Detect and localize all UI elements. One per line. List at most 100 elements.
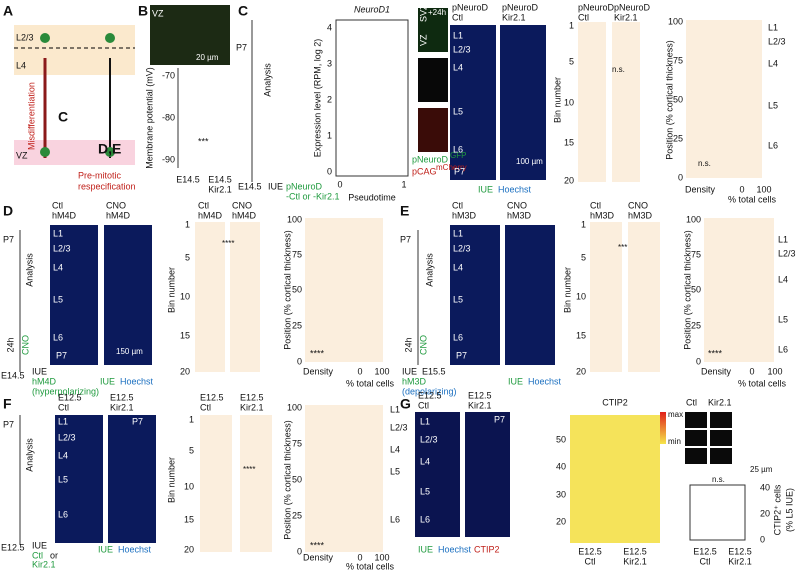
label: Position (% cortical thickness) — [682, 230, 692, 350]
label: L1 — [453, 228, 463, 238]
label: Ctl — [418, 400, 429, 410]
label: P7 — [3, 419, 14, 429]
bin-column — [230, 222, 260, 372]
label: pNeuroD — [502, 2, 539, 12]
bin-column — [240, 415, 272, 552]
label: 15 — [564, 137, 574, 147]
neuron — [105, 33, 115, 43]
label: Bin number — [166, 457, 176, 503]
label: 20 — [180, 366, 190, 376]
label: 15 — [180, 330, 190, 340]
label: GFP — [450, 151, 466, 160]
label: 20 µm — [196, 53, 219, 62]
label: hM4D — [32, 376, 57, 386]
label: E12.5 — [110, 392, 134, 402]
label: Ctl — [590, 200, 601, 210]
label: 100 — [287, 402, 302, 412]
panel-image — [465, 412, 510, 537]
label: VZ — [418, 34, 428, 46]
label: 100 µm — [516, 157, 543, 166]
label: Pre-mitotic — [78, 170, 122, 180]
label: 1 — [569, 20, 574, 30]
label: 20 — [184, 544, 194, 554]
bin-column — [200, 415, 232, 552]
label: 0 — [297, 546, 302, 556]
label: L1 — [58, 416, 68, 426]
label: Position (% cortical thickness) — [282, 420, 292, 540]
label: 1 — [189, 414, 194, 424]
label: -70 — [162, 70, 175, 80]
label: L6 — [390, 514, 400, 524]
label: Membrane potential (mV) — [144, 67, 154, 169]
label: L2/3 — [453, 243, 471, 253]
label: **** — [310, 348, 325, 358]
label: hM3D — [452, 210, 477, 220]
bin-column — [578, 22, 606, 182]
label: mCherry — [436, 163, 467, 172]
label: 50 — [691, 284, 701, 294]
label: E12.5 — [418, 390, 442, 400]
label: 5 — [581, 252, 586, 262]
label: E12.5 — [728, 546, 752, 556]
neuron — [105, 147, 115, 157]
density-area — [704, 218, 774, 362]
label: E15.5 — [422, 366, 446, 376]
label: 3 — [327, 58, 332, 68]
density-area — [305, 405, 383, 552]
colorbar — [660, 412, 666, 444]
label: 100 — [668, 16, 683, 26]
label: E12.5 — [468, 390, 492, 400]
label: 100 — [374, 366, 389, 376]
label: L5 — [453, 106, 463, 116]
panel-letter: D,E — [98, 141, 121, 157]
label: Expression level (RPM, log 2) — [312, 39, 322, 158]
label: IUE — [508, 376, 523, 386]
label: 75 — [292, 249, 302, 259]
label: 10 — [576, 291, 586, 301]
label: pNeuroD — [452, 2, 489, 12]
label: 0 — [749, 366, 754, 376]
label: 15 — [576, 330, 586, 340]
label: L4 — [16, 60, 26, 70]
label: Analysis — [424, 253, 434, 287]
label: L6 — [453, 144, 463, 154]
label: L4 — [53, 262, 63, 272]
bin-column — [612, 22, 640, 182]
label: **** — [222, 239, 234, 248]
label: CNO — [20, 335, 30, 355]
panel-image — [710, 448, 732, 464]
panel-image — [685, 448, 707, 464]
label: E12.5 — [240, 392, 264, 402]
label: pNeuroD — [578, 2, 615, 12]
label: Pseudotime — [348, 192, 396, 202]
label: L2/3 — [420, 434, 438, 444]
panel-image — [500, 25, 546, 180]
label: SVZ — [418, 4, 428, 22]
label: L5 — [768, 100, 778, 110]
label: (hyperpolarizing) — [32, 386, 99, 396]
label: CNO — [418, 335, 428, 355]
label: (depolarizing) — [402, 386, 457, 396]
panel-image — [150, 5, 230, 65]
label: Position (% cortical thickness) — [664, 40, 674, 160]
label: L6 — [768, 140, 778, 150]
label: L5 — [420, 486, 430, 496]
label: E14.5 — [238, 181, 262, 191]
label: n.s. — [712, 475, 725, 484]
label: P7 — [56, 350, 67, 360]
bar-area — [689, 484, 746, 541]
label: 75 — [691, 249, 701, 259]
label: 20 — [760, 508, 770, 518]
label: CTIP2 — [474, 544, 500, 554]
label: Hoechst — [120, 376, 154, 386]
label: P7 — [236, 42, 247, 52]
label: L2/3 — [58, 432, 76, 442]
label: Ctl — [452, 12, 463, 22]
label: 5 — [189, 445, 194, 455]
label: 0 — [696, 356, 701, 366]
label: L2/3 — [53, 243, 71, 253]
label: CNO — [628, 200, 648, 210]
label: E12.5 — [200, 392, 224, 402]
label: **** — [708, 348, 723, 358]
